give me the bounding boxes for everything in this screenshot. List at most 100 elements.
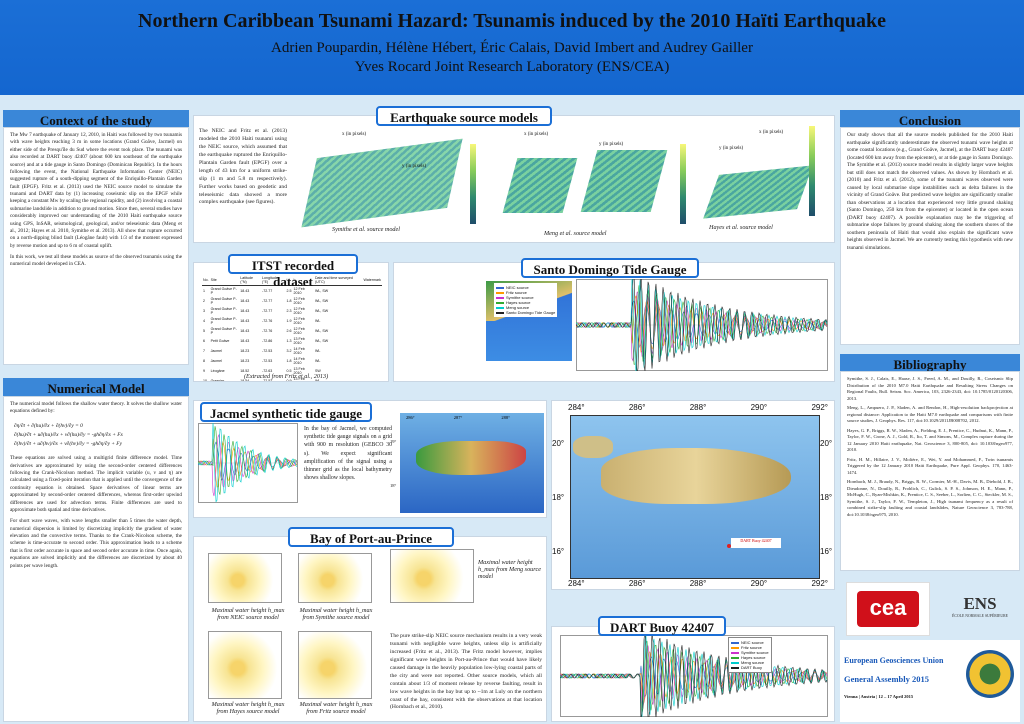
legend-label: Symithe source	[506, 295, 534, 300]
map-y-tick-16-right: 16°	[820, 547, 833, 556]
bibliography-title: Bibliography	[840, 354, 1020, 376]
table-cell: 0.5	[286, 369, 292, 373]
itst-col-4: t	[286, 275, 293, 286]
table-cell: WL	[314, 349, 321, 353]
series-line	[560, 640, 828, 714]
table-cell: 18.43	[240, 299, 250, 303]
cea-logo: cea	[846, 582, 930, 636]
numerical-intro: The numerical model follows the shallow …	[10, 401, 182, 415]
table-row: 2 Grand Goâve P-P 18.43 -72.77 1.8 12 Feb 201…	[202, 296, 382, 306]
table-cell: 1.9	[286, 319, 292, 323]
ens-logo-text: ENS	[963, 594, 997, 613]
table-cell: 18.54	[240, 379, 250, 382]
bay-title: Bay of Port-au-Prince	[288, 527, 454, 547]
jacmel-map-tick-x-1: 286°	[406, 415, 415, 420]
table-cell: Jacmel	[210, 349, 222, 353]
symithe-caption: Symithe et al. source model	[332, 226, 400, 233]
hayes-caption: Hayes et al. source model	[709, 224, 773, 231]
table-cell: SW	[314, 369, 321, 373]
hmax-hayes-map	[208, 631, 282, 699]
table-cell: 2.5	[286, 289, 292, 293]
hmax-symithe-caption: Maximal water height h_max from Symithe …	[299, 607, 373, 621]
table-row: 8 Jacmel 18.23 -72.53 1.8 14 Feb 2010 WL	[202, 356, 382, 366]
equation-2: ∂(hu)/∂t + u∂(hu)/∂x + v∂(hu)/∂y = -gh∂η…	[14, 431, 123, 438]
itst-col-5: h	[293, 275, 314, 286]
conclusion-panel: Our study shows that all the source mode…	[840, 127, 1020, 345]
legend-swatch	[496, 307, 504, 309]
itst-table: No.Site Latitude (°N) Longitude (°E) thDate…	[202, 275, 382, 382]
tide-panel: NEIC source Fritz source Symithe source Hay…	[393, 262, 835, 382]
hmax-neic-caption: Maximal water height h_max from NEIC sou…	[211, 607, 285, 621]
legend-item: Fritz source	[731, 645, 769, 650]
table-cell: WL, SW	[314, 309, 329, 313]
egu-panel: European Geosciences Union General Assem…	[840, 640, 1020, 722]
context-title: Context of the study	[3, 110, 189, 132]
map-x-tick-290: 290°	[750, 403, 768, 412]
itst-col-0: No.	[203, 278, 209, 282]
legend-swatch	[731, 642, 739, 644]
table-cell: -72.76	[262, 329, 273, 333]
legend-item: Hayes source	[731, 655, 769, 660]
tide-title: Santo Domingo Tide Gauge	[521, 258, 699, 278]
table-cell: 14 Feb 2010	[293, 347, 305, 355]
jacmel-map-tick-y-1: 19°	[390, 439, 397, 444]
legend-label: Symithe source	[741, 650, 769, 655]
legend-item: Symithe source	[496, 295, 555, 300]
table-cell: 13 Feb 2010	[293, 337, 305, 345]
hmax-symithe-map	[298, 553, 372, 603]
table-cell: -72.86	[262, 339, 273, 343]
legend-item: Fritz source	[496, 290, 555, 295]
numerical-p2: For short wave waves, with wave lengths …	[10, 518, 182, 569]
table-row: 4 Grand Goâve P-P 18.43 -72.76 1.9 12 Feb 201…	[202, 316, 382, 326]
map-x-tick-286: 286°	[628, 403, 646, 412]
dart-marker	[727, 544, 731, 548]
jacmel-map-tick-y-2: 18°	[390, 483, 397, 488]
table-cell: -72.77	[262, 299, 273, 303]
table-cell: 18.23	[240, 359, 250, 363]
legend-item: Meng source	[496, 305, 555, 310]
symithe-colorbar	[470, 144, 476, 224]
equation-3: ∂(hv)/∂t + u∂(hv)/∂x + v∂(hv)/∂y = -gh∂η…	[14, 441, 122, 448]
legend-swatch	[496, 312, 504, 314]
map-x-tick-284-bottom: 284°	[568, 579, 585, 588]
context-p1: The Mw 7 earthquake of January 12, 2010,…	[10, 132, 182, 249]
itst-col-2: Latitude (°N)	[240, 276, 254, 284]
table-cell: 1.8	[286, 299, 292, 303]
meng-axis-y: y (in pixels)	[599, 142, 624, 147]
table-cell: Grand Goâve P-P	[210, 317, 237, 325]
legend-item: Symithe source	[731, 650, 769, 655]
equation-1: ∂η/∂t + ∂(hu)/∂x + ∂(hv)/∂y = 0	[14, 422, 83, 429]
symithe-axis-y: y (in pixels)	[402, 164, 427, 169]
table-cell: Jacmel	[210, 359, 222, 363]
table-cell: 3	[203, 309, 205, 313]
map-x-tick-286-bottom: 286°	[628, 579, 646, 588]
series-line	[560, 635, 828, 717]
legend-item: NEIC source	[496, 285, 555, 290]
table-cell: 8	[203, 359, 205, 363]
table-cell: Léogâne	[210, 369, 225, 373]
dart-title: DART Buoy 42407	[598, 616, 726, 636]
map-y-tick-20-right: 20°	[820, 439, 833, 448]
table-cell: -72.63	[262, 369, 273, 373]
table-cell: 9	[203, 369, 205, 373]
tide-legend: NEIC source Fritz source Symithe source Hay…	[494, 283, 558, 317]
table-cell: 12 Feb 2010	[293, 307, 305, 315]
legend-item: Hayes source	[496, 300, 555, 305]
jacmel-map-tick-x: 286° 287° 288°	[406, 415, 510, 420]
legend-label: Fritz source	[741, 645, 762, 650]
table-cell: 12 Feb 2010	[293, 327, 305, 335]
jacmel-title: Jacmel synthetic tide gauge	[200, 402, 372, 422]
table-cell: 18.43	[240, 309, 250, 313]
table-cell: 1.3	[286, 339, 292, 343]
map-y-tick-18-right: 18°	[820, 493, 833, 502]
table-row: 5 Grand Goâve P-P 18.43 -72.76 2.6 12 Feb 201…	[202, 326, 382, 336]
legend-label: Hayes source	[741, 655, 766, 660]
poster-authors: Adrien Poupardin, Hélène Hébert, Éric Ca…	[271, 40, 753, 56]
legend-label: Fritz source	[506, 290, 527, 295]
table-cell: 2	[203, 299, 205, 303]
table-cell: -72.53	[262, 359, 273, 363]
table-row: 6 Petit Goâve 18.43 -72.86 1.3 13 Feb 2010 WL,…	[202, 336, 382, 346]
table-cell: WL	[314, 319, 321, 323]
map-x-tick-284: 284°	[568, 403, 585, 412]
